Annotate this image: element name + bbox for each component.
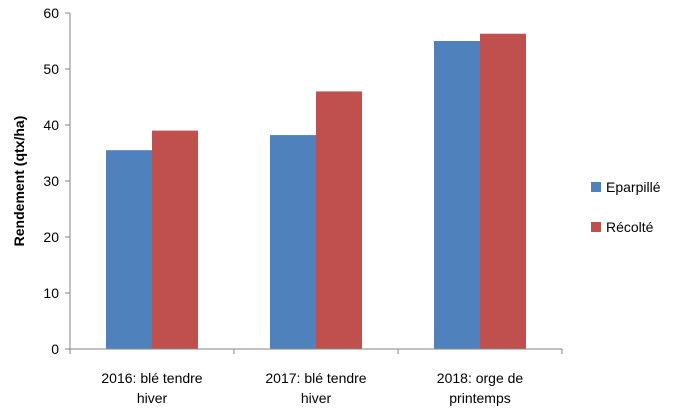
x-category-label: 2018: orge de printemps — [437, 370, 524, 406]
x-category-label-line: 2017: blé tendre — [265, 370, 366, 386]
y-axis-title: Rendement (qtx/ha) — [11, 116, 27, 247]
y-tick-label: 20 — [43, 229, 59, 245]
x-category-label-line: hiver — [137, 390, 168, 406]
y-tick-label: 50 — [43, 61, 59, 77]
bar — [316, 91, 362, 350]
x-category-label-line: 2016: blé tendre — [101, 370, 202, 386]
y-tick-label: 60 — [43, 5, 59, 21]
bar — [480, 33, 526, 349]
legend-label: Eparpillé — [606, 179, 661, 195]
x-category-label: 2016: blé tendre hiver — [101, 370, 202, 406]
legend-swatch — [591, 182, 601, 192]
y-tick-label: 30 — [43, 173, 59, 189]
bar — [434, 41, 480, 349]
y-tick-label: 10 — [43, 285, 59, 301]
x-category-label: 2017: blé tendre hiver — [265, 370, 366, 406]
bar — [106, 150, 152, 349]
bar — [270, 135, 316, 349]
y-tick-label: 0 — [51, 341, 59, 357]
y-tick-label: 40 — [43, 117, 59, 133]
x-category-label-line: printemps — [449, 390, 510, 406]
legend-swatch — [591, 222, 601, 232]
legend-label: Récolté — [606, 219, 654, 235]
x-category-label-line: hiver — [301, 390, 332, 406]
x-category-label-line: 2018: orge de — [437, 370, 524, 386]
bar — [152, 130, 198, 349]
